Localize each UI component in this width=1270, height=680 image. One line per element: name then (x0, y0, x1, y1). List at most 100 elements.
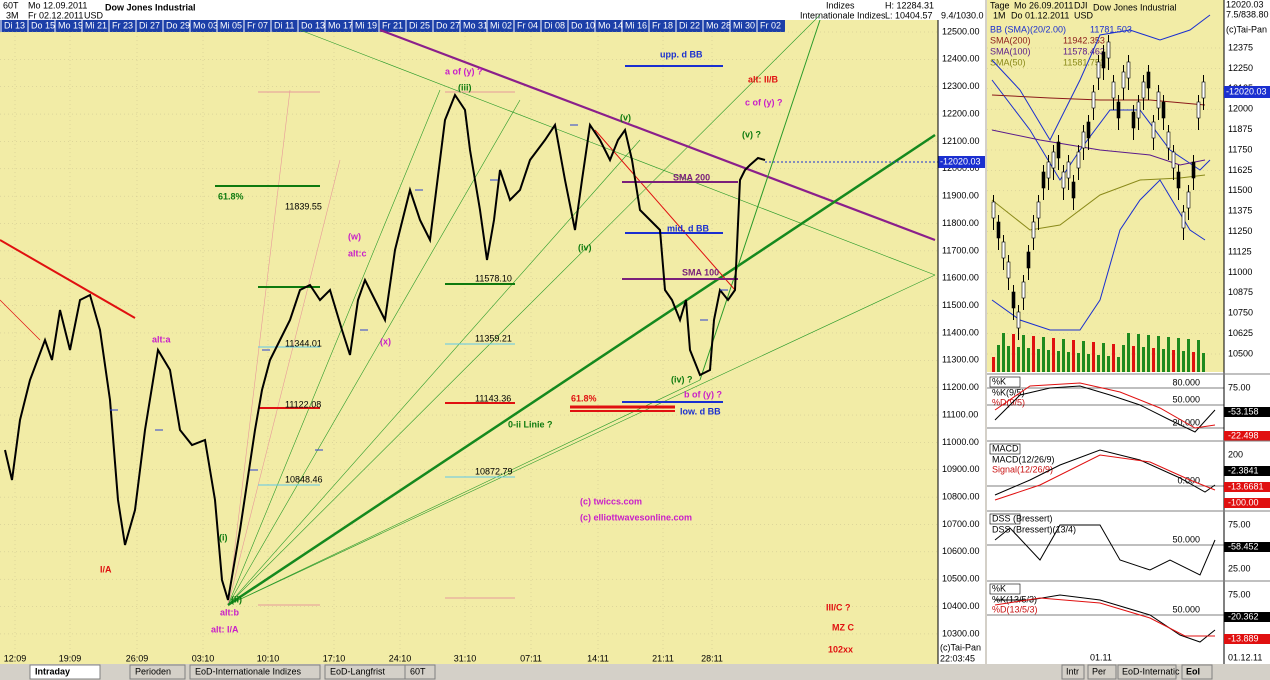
volume-bar (1142, 347, 1145, 372)
tab-label[interactable]: Intraday (35, 666, 70, 676)
volume-bar (1177, 338, 1180, 372)
volume-bar (1017, 347, 1020, 372)
price-label: 12400.00 (942, 54, 980, 64)
tab[interactable] (1181, 664, 1213, 680)
tab-label[interactable]: EoD-Internatic (1122, 666, 1180, 676)
axis-value-box (1224, 482, 1270, 492)
candle (1016, 311, 1021, 329)
volume-bar (1067, 352, 1070, 372)
annotation: (c) twiccs.com (580, 496, 642, 506)
volume-bar (1192, 352, 1195, 372)
volume-bar (1012, 334, 1015, 372)
candle (1106, 41, 1111, 59)
label: (c)Tai-Pan (1226, 24, 1267, 34)
tab-label[interactable]: Per (1092, 666, 1106, 676)
trend-line (379, 28, 936, 242)
panel-axis-label: -2.3841 (1228, 465, 1259, 475)
candle (1001, 241, 1006, 259)
candle (1046, 161, 1051, 179)
time-label: 10:10 (257, 653, 280, 663)
price-label: 11600.00 (942, 273, 979, 283)
label: (c)Tai-Pan (940, 642, 981, 652)
label: BB (SMA)(20/2.00) (990, 24, 1066, 34)
tab[interactable] (29, 664, 101, 680)
price-axis-bg (938, 20, 985, 664)
date-label: Mi 05 (220, 20, 242, 30)
tab[interactable] (129, 664, 186, 680)
panel-title-box (989, 376, 1021, 388)
annotation: a of (y) ? (445, 66, 483, 76)
annotation: I/A (100, 564, 112, 574)
current-price: -12020.03 (940, 156, 981, 166)
side-axis-label: 11375 (1228, 206, 1252, 216)
tab-label[interactable]: EoI (1186, 666, 1200, 676)
price-label: 10900.00 (942, 464, 980, 474)
annotation: 11143.36 (475, 393, 511, 403)
annotation: alt:c (348, 248, 367, 258)
fan-line (227, 379, 701, 606)
time-label: 07:11 (520, 653, 542, 663)
tab[interactable] (404, 664, 436, 680)
candle (1146, 71, 1151, 89)
panel-title-box (989, 443, 1021, 455)
volume-bar (1147, 335, 1150, 372)
tab[interactable] (1087, 664, 1117, 680)
volume-bar (1092, 342, 1095, 372)
volume-bar (1032, 336, 1035, 372)
panel-axis-label: 75.00 (1228, 382, 1251, 392)
tab[interactable] (1061, 664, 1085, 680)
volume-bar (1197, 340, 1200, 372)
date-label: Mo 14 (598, 20, 623, 30)
annotation: (i) (219, 532, 228, 542)
candle (991, 201, 996, 219)
price-label: 11900.00 (942, 191, 979, 201)
candle (1121, 71, 1126, 89)
tab-label[interactable]: Intr (1066, 666, 1079, 676)
date-label: Mi 19 (355, 20, 377, 30)
label: 11578.463 (1063, 46, 1105, 56)
volume-bar (1022, 335, 1025, 372)
tab-label[interactable]: EoD-Internationale Indizes (195, 666, 302, 676)
volume-bar (1057, 351, 1060, 372)
level-label: 0.000 (1177, 475, 1200, 485)
panel-title: MACD (992, 443, 1019, 453)
fan-line (227, 139, 641, 606)
label: 22:03:45 (940, 653, 975, 663)
tab[interactable] (1117, 664, 1177, 680)
tab-label[interactable]: EoD-Langfrist (330, 666, 386, 676)
price-label: 10300.00 (942, 628, 980, 638)
volume-bar (1152, 348, 1155, 372)
trend-line (0, 299, 41, 341)
candle (1031, 221, 1036, 239)
label: Indizes (826, 0, 855, 10)
date-label: Do 29 (166, 20, 190, 30)
tab[interactable] (189, 664, 321, 680)
panel-line-label: MACD(12/26/9) (992, 454, 1055, 464)
date-label: Mi 02 (490, 20, 512, 30)
time-label: 03:10 (192, 653, 215, 663)
volume-bar (1072, 340, 1075, 372)
date-label: Di 13 (4, 20, 25, 30)
candle (1086, 121, 1091, 139)
tab-label[interactable]: 60T (410, 666, 426, 676)
side-axis-label: 11500 (1228, 185, 1252, 195)
candle (1101, 51, 1106, 69)
label: 7.5/838.80 (1226, 9, 1269, 19)
label: 60T (3, 0, 19, 10)
label: DJI (1074, 0, 1088, 10)
date-label: Mo 17 (328, 20, 353, 30)
label: 01.11 (1090, 652, 1112, 662)
panel-axis-label: -100.00 (1228, 497, 1259, 507)
annotation: 0-ii Linie ? (508, 419, 553, 429)
tab-label[interactable]: Perioden (135, 666, 171, 676)
annotation: alt:b (220, 607, 240, 617)
annotation: 10872.79 (475, 466, 513, 476)
candle (1186, 191, 1191, 209)
panel-title-box (989, 583, 1021, 595)
annotation: 11839.55 (285, 201, 322, 211)
candle (1176, 171, 1181, 189)
sma100 (991, 129, 1206, 166)
fan-line (227, 99, 521, 606)
price-label: 12100.00 (942, 136, 980, 146)
